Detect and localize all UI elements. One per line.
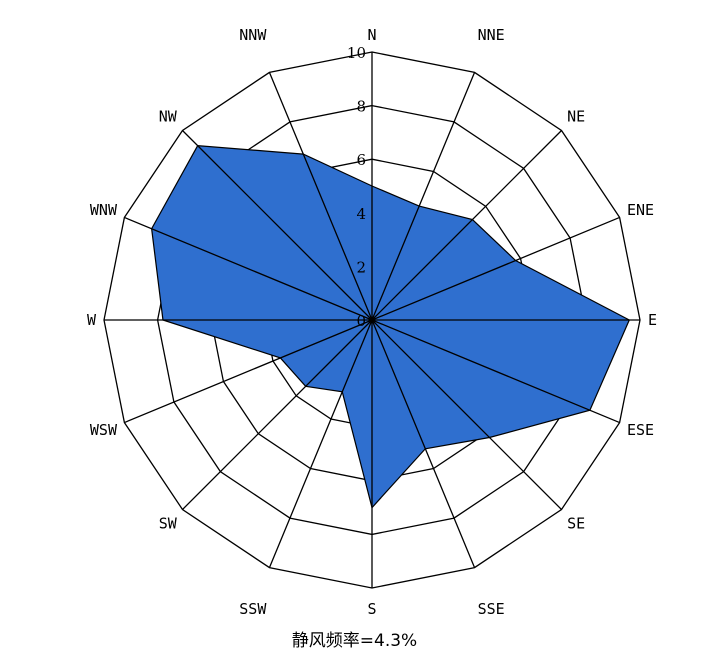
- spoke-SE: [371, 319, 562, 510]
- direction-label-S: S: [367, 600, 376, 618]
- spoke-ESE: [371, 319, 620, 424]
- direction-label-SSE: SSE: [478, 600, 505, 618]
- direction-label-E: E: [648, 311, 657, 329]
- direction-label-WSW: WSW: [90, 421, 118, 439]
- direction-label-NNW: NNW: [239, 26, 267, 44]
- spoke-NE: [371, 130, 562, 321]
- data-area: [151, 145, 631, 509]
- direction-label-SSW: SSW: [239, 600, 267, 618]
- spokes: [104, 52, 640, 588]
- direction-label-WNW: WNW: [90, 201, 118, 219]
- spoke-ENE: [371, 216, 620, 321]
- r-tick-label: 0: [356, 312, 366, 330]
- spoke-SW: [182, 319, 373, 510]
- spoke-SSE: [371, 319, 476, 568]
- spoke-SSW: [268, 319, 373, 568]
- spoke-WNW: [124, 216, 373, 321]
- radial-tick-labels: 0 2 4 6 8 10: [347, 44, 366, 330]
- spoke-WSW: [124, 319, 373, 424]
- direction-label-NW: NW: [159, 107, 178, 125]
- r-tick-label: 8: [356, 98, 366, 116]
- direction-label-SE: SE: [567, 515, 585, 533]
- spoke-NW: [182, 130, 373, 321]
- r-tick-label: 6: [356, 151, 366, 169]
- direction-labels: N NNE NE ENE E ESE SE SSE S SSW SW WSW W WNW NW NNW: [87, 26, 657, 618]
- direction-label-W: W: [87, 311, 97, 329]
- direction-label-NNE: NNE: [478, 26, 505, 44]
- r-tick-label: 10: [347, 44, 366, 62]
- direction-label-SW: SW: [159, 515, 178, 533]
- spoke-NNW: [268, 72, 373, 321]
- direction-label-NE: NE: [567, 107, 585, 125]
- r-tick-label: 2: [356, 258, 366, 276]
- direction-label-N: N: [367, 26, 376, 44]
- data-polygon: [151, 145, 631, 509]
- spoke-NNE: [371, 72, 476, 321]
- calm-frequency-label: 静风频率=4.3%: [291, 631, 418, 651]
- direction-label-ESE: ESE: [627, 421, 654, 439]
- direction-label-ENE: ENE: [627, 201, 654, 219]
- r-tick-label: 4: [356, 205, 366, 223]
